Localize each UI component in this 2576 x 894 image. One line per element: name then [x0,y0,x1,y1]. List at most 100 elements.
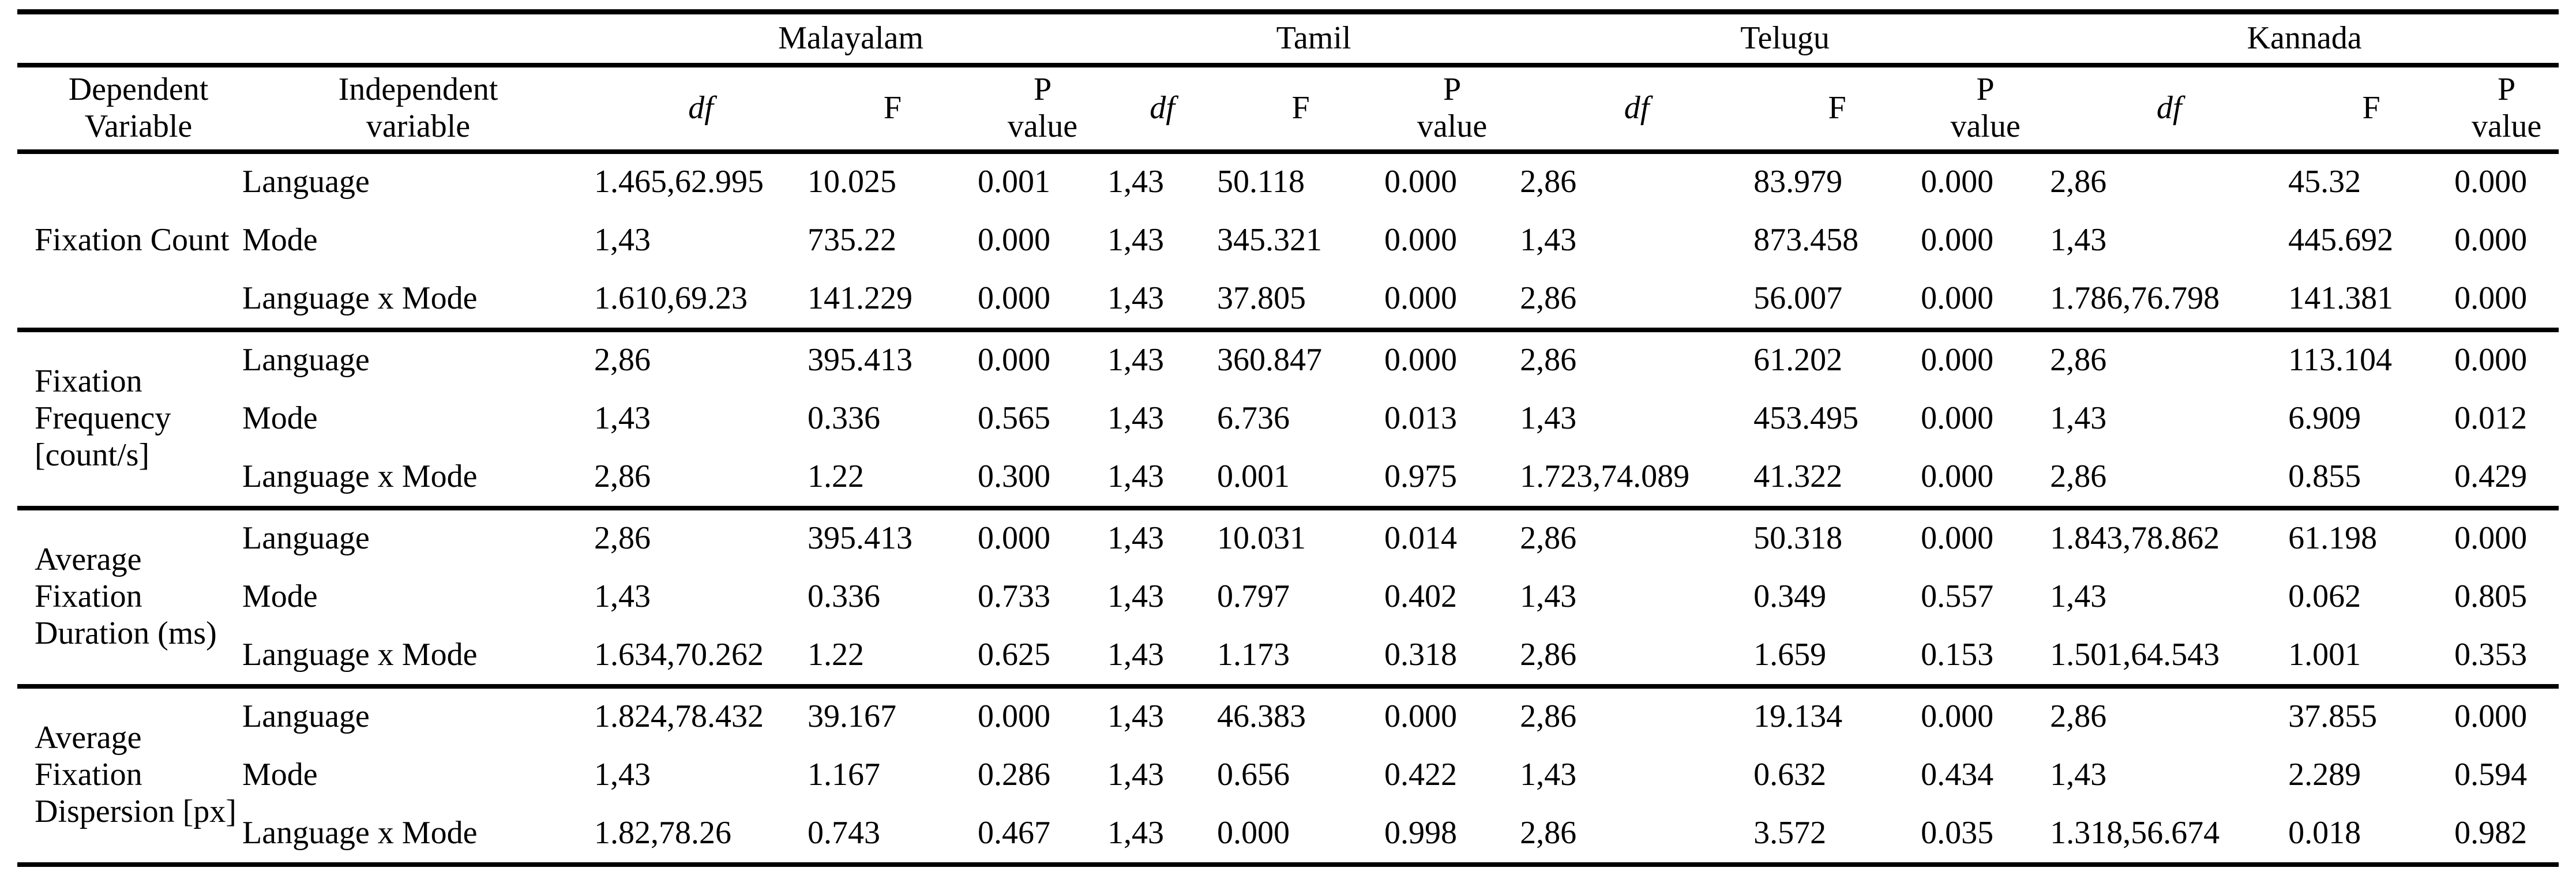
table-row: Language x Mode 2,86 1.22 0.300 1,43 0.001 0.9… [17,448,2559,510]
df-value-cell: 1,43 [1107,400,1165,437]
df-value-cell: 1,43 [594,222,651,258]
f-value-cell: 39.167 [808,698,896,735]
p-value-cell: 0.000 [1384,698,1458,735]
independent-variable-cell: Language x Mode [242,270,594,332]
f-value-cell: 61.202 [1753,342,1843,378]
df-header-malayalam: df [594,65,808,154]
df-value-cell: 1,43 [1520,400,1577,437]
p-value-header-tamil: P value [1384,65,1520,154]
df-value-cell: 2,86 [594,520,651,557]
independent-variable-cell: Language x Mode [242,626,594,689]
table-row: Mode 1,43 735.22 0.000 1,43 345.321 0.000 1,43 8… [17,211,2559,271]
independent-variable-cell: Mode [242,579,318,615]
table-row: Fixation Count Language 1.465,62.995 10.025… [17,151,2559,332]
f-header-tamil: F [1217,65,1385,154]
f-value-cell: 141.381 [2288,270,2455,332]
table-row: Language x Mode 1.610,69.23 141.229 0.000 1,… [17,270,2559,332]
f-value-cell: 735.22 [808,222,896,258]
p-value-cell: 0.467 [978,805,1108,867]
language-group-telugu: Telugu [1520,12,2051,67]
table-row: Mode 1,43 0.336 0.733 1,43 0.797 0.402 1,43 0.34… [17,568,2559,627]
f-header-malayalam: F [808,65,978,154]
df-value-cell: 1,43 [1107,222,1165,258]
df-value-cell: 1,43 [1520,222,1577,258]
independent-variable-cell: Mode [242,222,318,258]
p-value-cell: 0.000 [1384,342,1458,378]
f-value-cell: 0.000 [1217,805,1385,867]
df-value-cell: 1,43 [1107,164,1165,200]
f-value-cell: 0.797 [1217,579,1290,615]
language-group-row: Malayalam Tamil Telugu Kannada [17,12,2559,67]
p-value-cell: 0.594 [2454,757,2528,793]
p-value-cell: 0.000 [1921,270,2051,332]
df-value-cell: 1,43 [1107,448,1218,510]
f-value-cell: 61.198 [2288,520,2378,557]
df-value-cell: 2,86 [1520,626,1754,689]
df-value-cell: 1,43 [594,579,651,615]
p-value-cell: 0.975 [1384,448,1520,510]
df-value-cell: 1,43 [1107,757,1165,793]
f-value-cell: 10.025 [808,164,896,200]
p-value-cell: 0.000 [1921,222,1994,258]
p-value-cell: 0.012 [2454,400,2528,437]
column-header-row: Dependent Variable Independent variable … [17,65,2559,154]
p-value-header-malayalam: P value [978,65,1108,154]
df-value-cell: 1,43 [1107,626,1218,689]
p-value-cell: 0.000 [1921,342,1994,378]
f-value-cell: 1.173 [1217,626,1385,689]
p-value-cell: 0.429 [2454,448,2559,510]
f-value-cell: 453.495 [1753,400,1859,437]
table-row: Mode 1,43 0.336 0.565 1,43 6.736 0.013 1,43 453.… [17,389,2559,449]
p-value-cell: 0.000 [1921,164,1994,200]
f-value-cell: 873.458 [1753,222,1859,258]
independent-variable-cell: Language [242,520,370,557]
df-value-cell: 1.501,64.543 [2050,626,2289,689]
p-value-cell: 0.000 [1384,164,1458,200]
f-value-cell: 0.656 [1217,757,1290,793]
df-value-cell: 2,86 [1520,520,1577,557]
df-value-cell: 1,43 [2050,579,2107,615]
p-value-header-kannada: P value [2454,65,2559,154]
f-value-cell: 37.805 [1217,270,1385,332]
independent-variable-cell: Language x Mode [242,448,594,510]
df-value-cell: 1.786,76.798 [2050,270,2289,332]
p-value-cell: 0.013 [1384,400,1458,437]
f-value-cell: 50.118 [1217,164,1305,200]
df-value-cell: 2,86 [2050,342,2107,378]
independent-variable-cell: Language x Mode [242,805,594,867]
f-value-cell: 360.847 [1217,342,1323,378]
p-value-cell: 0.000 [2454,342,2528,378]
f-value-cell: 2.289 [2288,757,2361,793]
table-row: Language x Mode 1.634,70.262 1.22 0.625 1,43… [17,626,2559,689]
table-row: Mode 1,43 1.167 0.286 1,43 0.656 0.422 1,43 0.63… [17,746,2559,805]
df-header-kannada: df [2050,65,2289,154]
p-value-cell: 0.982 [2454,805,2559,867]
f-value-cell: 19.134 [1753,698,1843,735]
p-value-cell: 0.000 [2454,164,2528,200]
f-value-cell: 41.322 [1753,448,1921,510]
p-value-header-telugu: P value [1921,65,2051,154]
df-value-cell: 2,86 [1520,342,1577,378]
f-value-cell: 1.22 [808,448,978,510]
p-value-cell: 0.000 [2454,520,2528,557]
df-value-cell: 1.723,74.089 [1520,448,1754,510]
p-value-cell: 0.000 [978,342,1050,378]
f-value-cell: 0.349 [1753,579,1827,615]
language-group-malayalam: Malayalam [594,12,1108,67]
df-value-cell: 1,43 [1107,342,1165,378]
independent-variable-cell: Mode [242,757,318,793]
df-value-cell: 1,43 [1107,698,1165,735]
p-value-cell: 0.000 [1384,270,1520,332]
df-value-cell: 2,86 [2050,448,2289,510]
anova-results-table: Malayalam Tamil Telugu Kannada Dependent… [17,9,2559,867]
f-value-cell: 0.062 [2288,579,2361,615]
f-value-cell: 0.336 [808,579,880,615]
p-value-cell: 0.434 [1921,757,1994,793]
f-value-cell: 1.659 [1753,626,1921,689]
table-row: Language x Mode 1.82,78.26 0.743 0.467 1,43 0… [17,805,2559,867]
p-value-cell: 0.300 [978,448,1108,510]
df-value-cell: 1.634,70.262 [594,626,808,689]
f-value-cell: 0.018 [2288,805,2455,867]
independent-variable-header: Independent variable [242,65,594,154]
p-value-cell: 0.422 [1384,757,1458,793]
